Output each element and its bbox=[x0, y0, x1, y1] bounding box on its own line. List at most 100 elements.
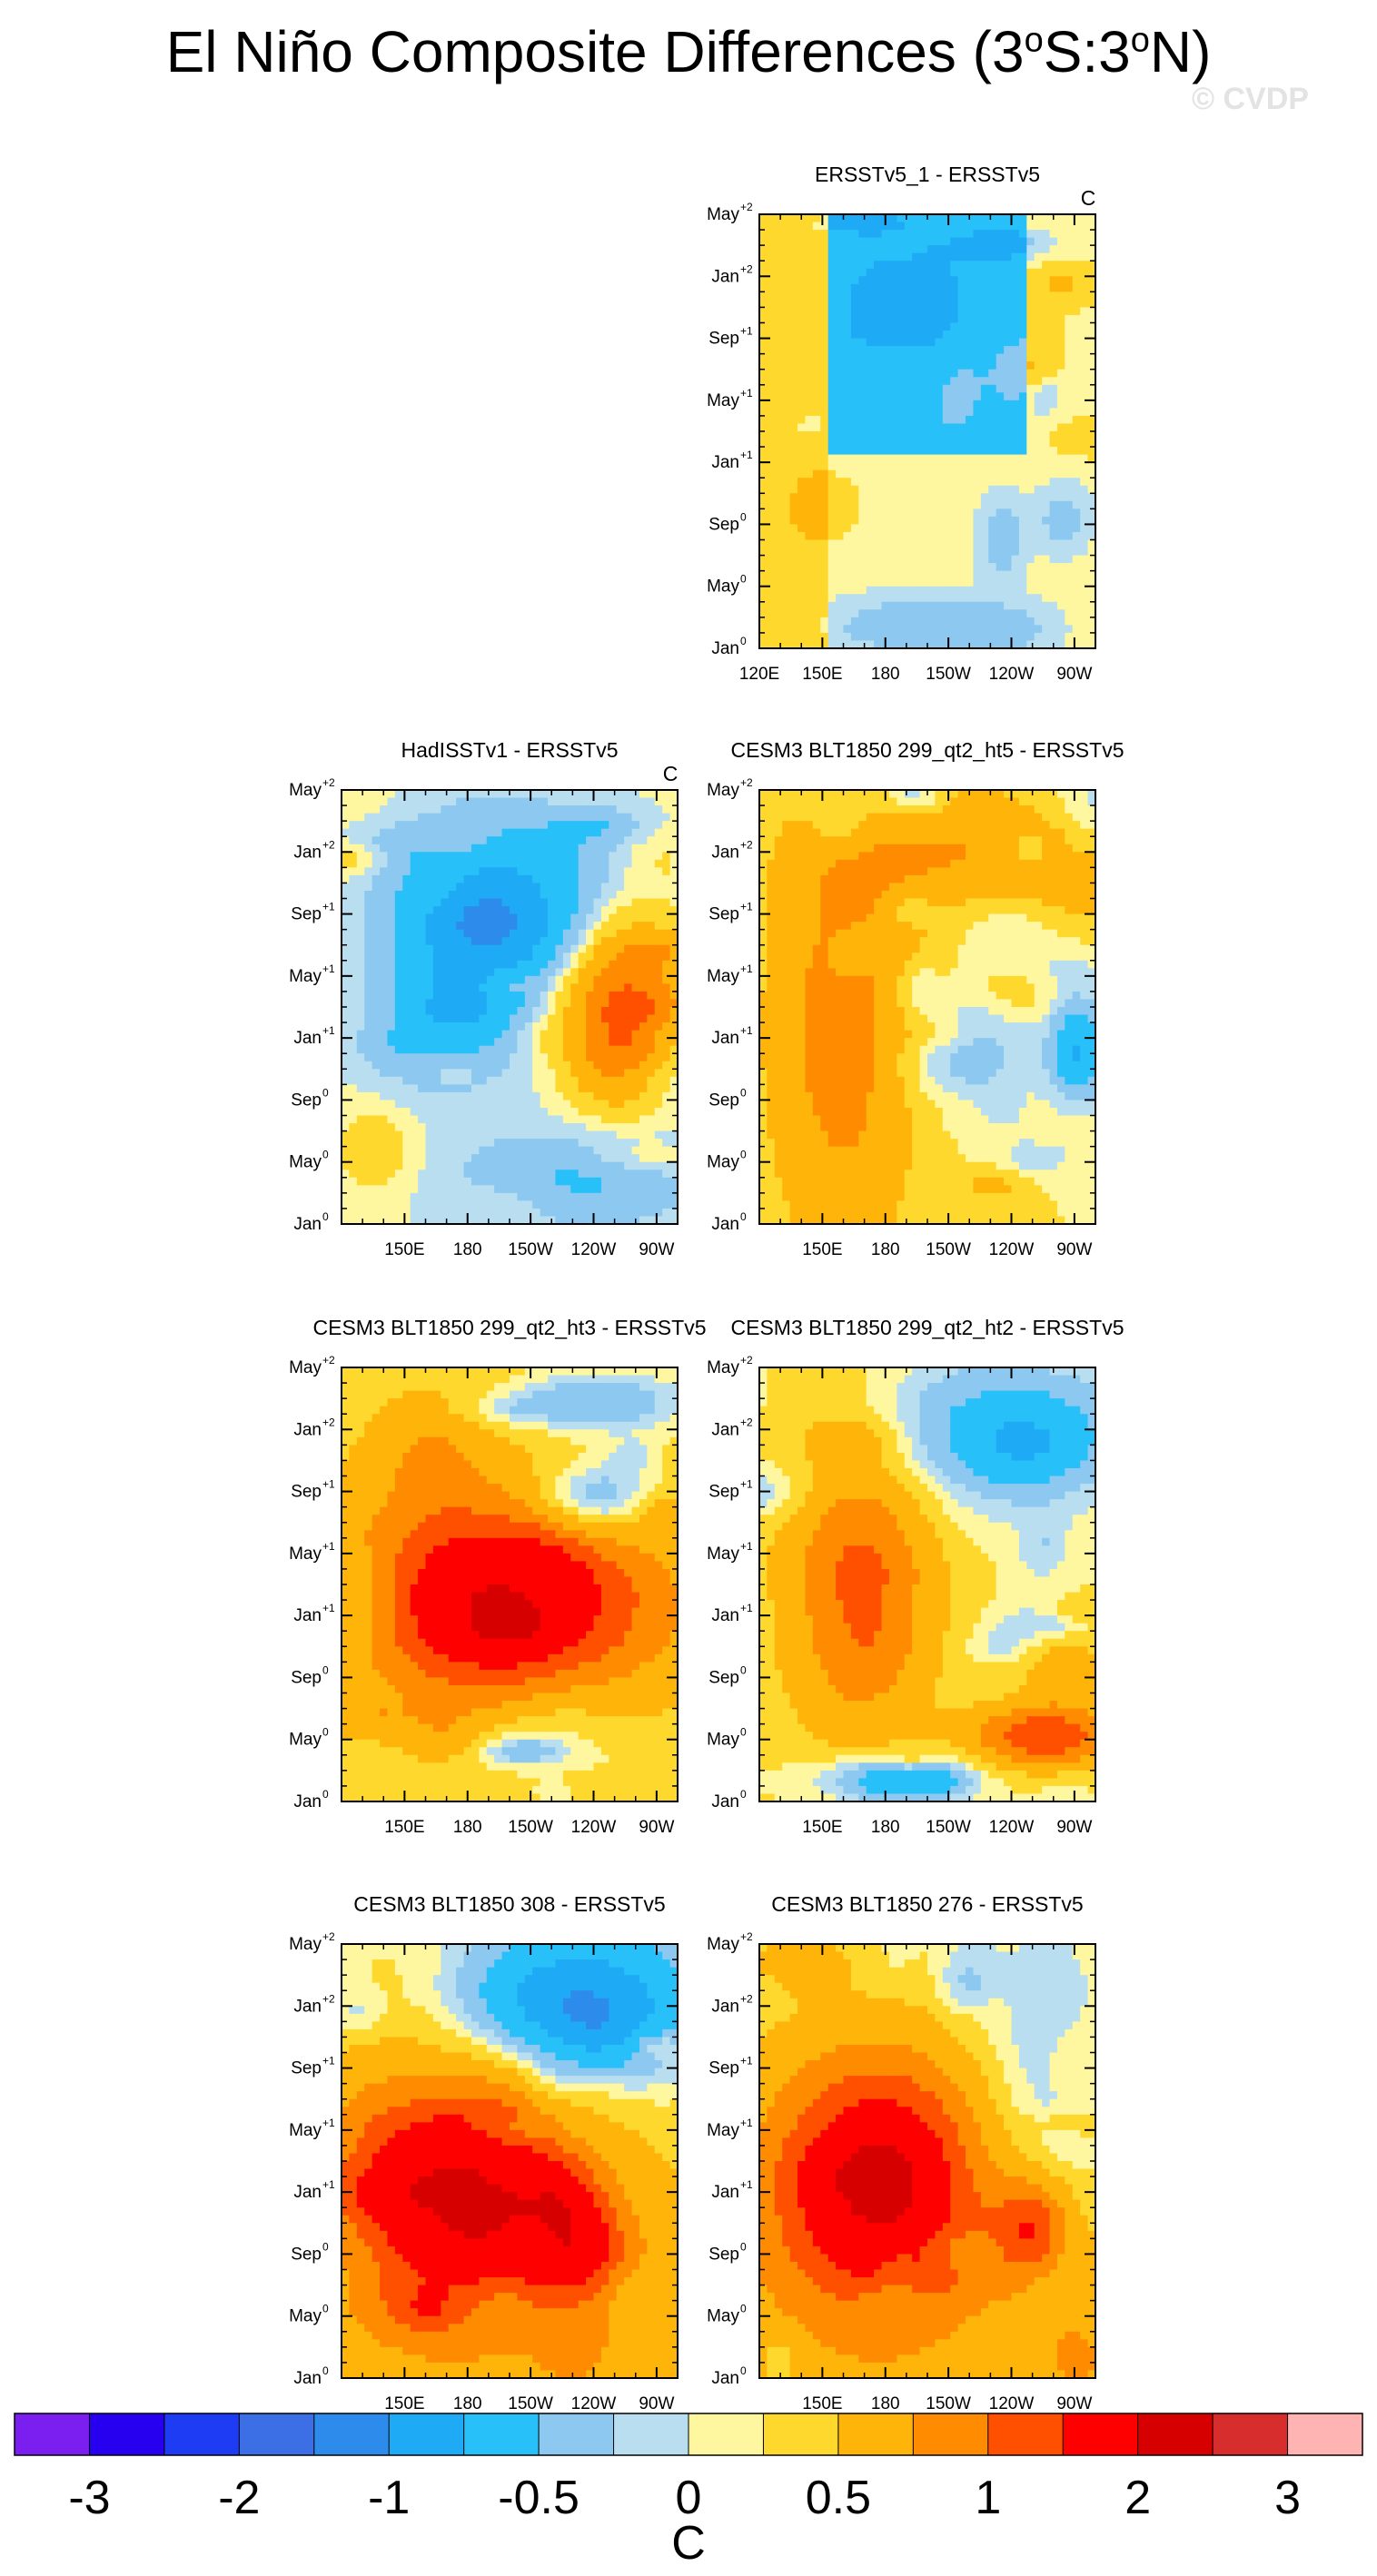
field-cell bbox=[759, 252, 768, 262]
field-cell bbox=[888, 276, 897, 285]
field-cell bbox=[1026, 539, 1035, 548]
field-cell bbox=[448, 968, 457, 977]
field-cell bbox=[479, 1208, 488, 1218]
field-cell bbox=[789, 462, 798, 471]
field-cell bbox=[586, 844, 595, 853]
field-cell bbox=[609, 952, 618, 962]
field-cell bbox=[950, 500, 959, 509]
field-cell bbox=[874, 555, 883, 564]
field-cell bbox=[380, 999, 389, 1008]
field-cell bbox=[1004, 617, 1013, 626]
field-cell bbox=[805, 508, 814, 518]
field-cell bbox=[789, 400, 798, 409]
field-cell bbox=[387, 1038, 396, 1047]
field-cell bbox=[935, 322, 944, 331]
field-cell bbox=[919, 283, 928, 292]
field-cell bbox=[774, 617, 783, 626]
field-cell bbox=[1080, 252, 1089, 262]
field-cell bbox=[874, 586, 883, 595]
field-cell bbox=[578, 844, 587, 853]
field-cell bbox=[410, 1053, 419, 1062]
field-cell bbox=[1042, 415, 1051, 425]
page-title: El Niño Composite Differences (3oS:3oN) bbox=[165, 19, 1212, 84]
field-cell bbox=[654, 952, 663, 962]
field-cell bbox=[494, 874, 503, 884]
field-cell bbox=[616, 1154, 625, 1163]
field-cell bbox=[463, 1014, 472, 1023]
field-cell bbox=[843, 609, 852, 618]
field-cell bbox=[425, 1146, 434, 1155]
field-cell bbox=[1011, 400, 1020, 409]
field-cell bbox=[387, 1185, 396, 1194]
field-cell bbox=[494, 852, 503, 861]
field-cell bbox=[349, 952, 358, 962]
field-cell bbox=[548, 983, 557, 992]
field-cell bbox=[342, 1100, 351, 1109]
field-cell bbox=[988, 469, 997, 479]
field-cell bbox=[662, 1100, 671, 1109]
field-cell bbox=[418, 975, 427, 984]
field-cell bbox=[843, 230, 852, 239]
field-cell bbox=[996, 261, 1005, 270]
field-cell bbox=[843, 563, 852, 572]
field-cell bbox=[759, 469, 768, 479]
field-cell bbox=[532, 836, 541, 845]
field-cell bbox=[494, 1069, 503, 1078]
field-cell bbox=[805, 516, 814, 526]
field-cell bbox=[927, 268, 936, 277]
field-cell bbox=[874, 408, 883, 417]
field-cell bbox=[593, 1038, 602, 1047]
field-cell bbox=[935, 291, 944, 301]
field-cell bbox=[843, 601, 852, 610]
field-cell bbox=[371, 991, 381, 1001]
field-cell bbox=[1018, 377, 1027, 386]
field-cell bbox=[1026, 268, 1035, 277]
field-cell bbox=[1072, 524, 1081, 533]
field-cell bbox=[827, 447, 837, 456]
field-cell bbox=[654, 1115, 663, 1124]
field-cell bbox=[654, 867, 663, 876]
field-cell bbox=[639, 1161, 648, 1170]
field-cell bbox=[805, 469, 814, 479]
field-cell bbox=[456, 821, 465, 830]
field-cell bbox=[988, 508, 997, 518]
field-cell bbox=[371, 1076, 381, 1085]
field-cell bbox=[1011, 548, 1020, 557]
field-cell bbox=[342, 1154, 351, 1163]
field-cell bbox=[759, 307, 768, 316]
field-cell bbox=[647, 790, 656, 799]
field-cell bbox=[342, 867, 351, 876]
field-cell bbox=[1004, 601, 1013, 610]
field-cell bbox=[827, 322, 837, 331]
field-cell bbox=[942, 268, 951, 277]
field-cell bbox=[850, 539, 859, 548]
field-cell bbox=[897, 276, 906, 285]
field-cell bbox=[789, 237, 798, 246]
y-tick-label: Jan bbox=[711, 267, 739, 286]
field-cell bbox=[996, 500, 1005, 509]
field-cell bbox=[782, 439, 791, 448]
field-cell bbox=[782, 555, 791, 564]
field-cell bbox=[662, 1061, 671, 1070]
field-cell bbox=[927, 601, 936, 610]
field-cell bbox=[836, 331, 845, 340]
field-cell bbox=[510, 828, 519, 837]
field-cell bbox=[759, 454, 768, 463]
field-cell bbox=[494, 1030, 503, 1039]
field-cell bbox=[881, 469, 890, 479]
field-cell bbox=[904, 237, 913, 246]
field-cell bbox=[524, 1045, 533, 1054]
field-cell bbox=[342, 1123, 351, 1132]
field-cell bbox=[456, 1061, 465, 1070]
field-cell bbox=[356, 836, 365, 845]
field-cell bbox=[510, 922, 519, 931]
field-cell bbox=[532, 1216, 541, 1225]
field-cell bbox=[996, 252, 1005, 262]
field-cell bbox=[1080, 563, 1089, 572]
field-cell bbox=[797, 408, 807, 417]
field-cell bbox=[463, 1022, 472, 1031]
field-cell bbox=[805, 353, 814, 362]
field-cell bbox=[1004, 377, 1013, 386]
field-cell bbox=[904, 361, 913, 370]
field-cell bbox=[812, 439, 821, 448]
